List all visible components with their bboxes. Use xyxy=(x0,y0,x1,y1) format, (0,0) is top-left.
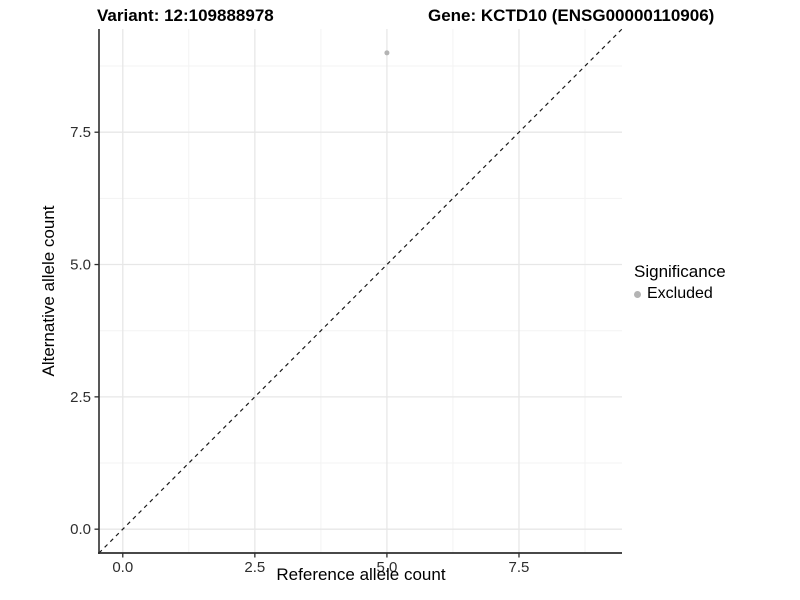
x-tick-label: 5.0 xyxy=(376,559,397,576)
y-tick-label: 2.5 xyxy=(70,389,91,406)
variant-title: Variant: 12:109888978 xyxy=(97,6,274,25)
legend-entry-label: Excluded xyxy=(647,285,713,302)
legend-entry: Excluded xyxy=(634,285,726,303)
legend: Significance Excluded xyxy=(634,262,726,303)
identity-line xyxy=(98,28,623,554)
x-axis-title: Reference allele count xyxy=(276,565,446,584)
y-tick-label: 7.5 xyxy=(70,124,91,141)
legend-point-icon xyxy=(634,290,641,298)
y-tick-label: 5.0 xyxy=(70,257,91,274)
x-tick-label: 7.5 xyxy=(509,559,530,576)
y-axis-title: Alternative allele count xyxy=(39,205,58,377)
y-tick-label: 0.0 xyxy=(70,521,91,538)
legend-title: Significance xyxy=(634,262,726,281)
x-tick-label: 2.5 xyxy=(244,559,265,576)
gene-title: Gene: KCTD10 (ENSG00000110906) xyxy=(428,6,715,25)
data-point xyxy=(384,50,390,56)
x-tick-label: 0.0 xyxy=(112,559,133,576)
